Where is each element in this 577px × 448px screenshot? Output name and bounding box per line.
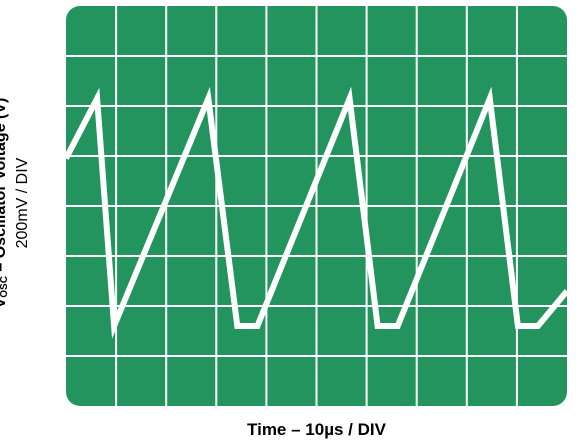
x-axis-label: Time – 10µs / DIV: [247, 420, 386, 439]
y-axis-title: VOSC – Oscillator Voltage (V): [0, 97, 10, 309]
y-axis-label: VOSC – Oscillator Voltage (V) 200mV / DI…: [0, 23, 33, 383]
y-axis-scale: 200mV / DIV: [14, 157, 31, 249]
oscilloscope-screen: [66, 6, 567, 406]
oscillator-waveform: [66, 86, 567, 339]
oscilloscope-plot: [66, 6, 567, 406]
